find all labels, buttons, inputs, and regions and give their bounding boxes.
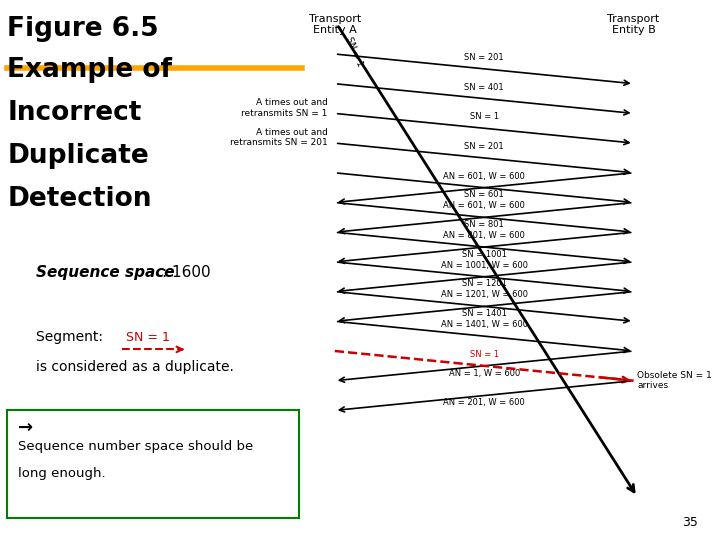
Text: →: → (18, 418, 33, 436)
Text: SN = 1201: SN = 1201 (462, 280, 507, 288)
Text: AN = 1401, W = 600: AN = 1401, W = 600 (441, 320, 528, 329)
Text: Segment:: Segment: (36, 330, 107, 345)
Text: SN = 401: SN = 401 (464, 83, 504, 91)
Text: SN = 1: SN = 1 (344, 35, 364, 68)
Text: long enough.: long enough. (18, 467, 106, 480)
Text: AN = 201, W = 600: AN = 201, W = 600 (444, 399, 525, 407)
Text: 35: 35 (683, 516, 698, 529)
Text: A times out and
retransmits SN = 1: A times out and retransmits SN = 1 (241, 98, 328, 118)
Text: Incorrect: Incorrect (7, 100, 142, 126)
Text: AN = 601, W = 600: AN = 601, W = 600 (444, 201, 525, 211)
Text: Duplicate: Duplicate (7, 143, 149, 169)
Text: AN = 1201, W = 600: AN = 1201, W = 600 (441, 291, 528, 299)
Text: SN = 1: SN = 1 (469, 112, 499, 122)
Text: Sequence number space should be: Sequence number space should be (18, 440, 253, 453)
Text: SN = 601: SN = 601 (464, 190, 504, 199)
Text: SN = 201: SN = 201 (464, 142, 504, 151)
Text: AN = 801, W = 600: AN = 801, W = 600 (444, 231, 525, 240)
Text: A times out and
retransmits SN = 201: A times out and retransmits SN = 201 (230, 128, 328, 147)
Text: SN = 201: SN = 201 (464, 53, 504, 62)
Text: AN = 601, W = 600: AN = 601, W = 600 (444, 172, 525, 180)
Text: Transport
Entity B: Transport Entity B (608, 14, 660, 35)
Text: Obsolete SN = 1
arrives: Obsolete SN = 1 arrives (637, 371, 712, 390)
Text: : 1600: : 1600 (162, 265, 211, 280)
Text: AN = 1, W = 600: AN = 1, W = 600 (449, 368, 520, 377)
FancyBboxPatch shape (7, 410, 299, 518)
Text: is considered as a duplicate.: is considered as a duplicate. (36, 360, 234, 374)
Text: Sequence space: Sequence space (36, 265, 175, 280)
Text: Detection: Detection (7, 186, 152, 212)
Text: AN = 1001, W = 600: AN = 1001, W = 600 (441, 261, 528, 269)
Text: SN = 1: SN = 1 (469, 350, 499, 359)
Text: Figure 6.5: Figure 6.5 (7, 16, 159, 42)
Text: Transport
Entity A: Transport Entity A (309, 14, 361, 35)
Text: SN = 1: SN = 1 (126, 331, 170, 344)
Text: SN = 1401: SN = 1401 (462, 309, 507, 318)
Text: SN = 1001: SN = 1001 (462, 249, 507, 259)
Text: SN = 801: SN = 801 (464, 220, 504, 229)
Text: Example of: Example of (7, 57, 172, 83)
